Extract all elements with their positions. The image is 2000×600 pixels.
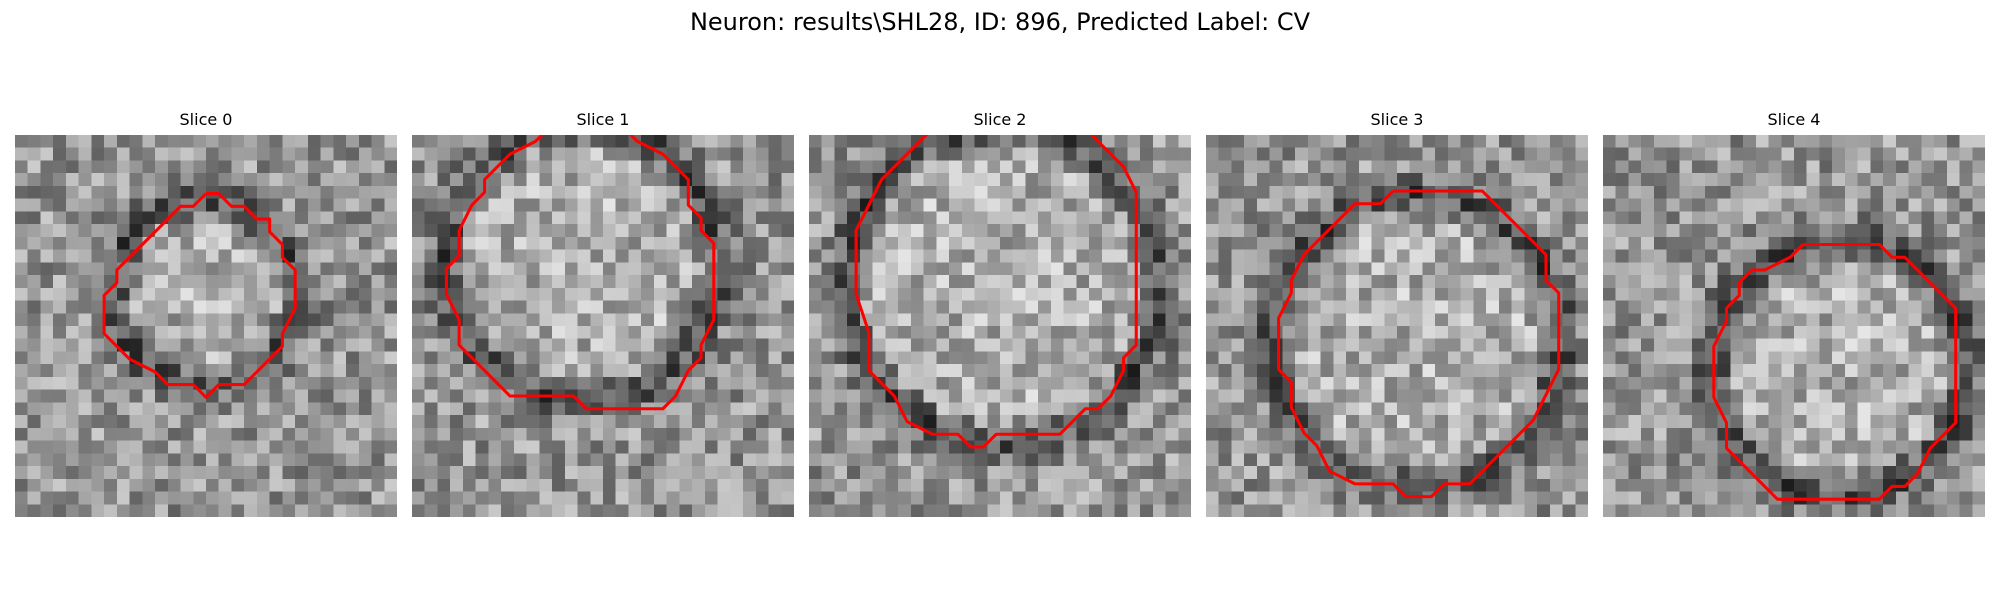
- slice-0-title: Slice 0: [179, 110, 233, 129]
- slice-panel-0: Slice 0: [15, 110, 397, 520]
- slice-3-image: [1206, 135, 1588, 517]
- slice-panel-3: Slice 3: [1206, 110, 1588, 520]
- slice-4-pixels: [1603, 135, 1985, 517]
- slice-4-title: Slice 4: [1767, 110, 1821, 129]
- slice-panel-1: Slice 1: [412, 110, 794, 520]
- slice-2-image: [809, 135, 1191, 517]
- slice-1-pixels: [412, 135, 794, 517]
- slice-2-pixels: [809, 135, 1191, 517]
- slice-0-outline: [102, 192, 297, 399]
- slice-4-outline: [1712, 242, 1958, 501]
- slice-1-outline: [444, 135, 716, 411]
- slice-0-pixels: [15, 135, 397, 517]
- slice-3-pixels: [1206, 135, 1588, 517]
- slice-1-title: Slice 1: [576, 110, 630, 129]
- slice-panel-2: Slice 2: [809, 110, 1191, 520]
- slice-panel-4: Slice 4: [1603, 110, 1985, 520]
- slice-3-outline: [1277, 189, 1561, 499]
- slice-2-title: Slice 2: [973, 110, 1027, 129]
- slice-1-image: [412, 135, 794, 517]
- slice-0-image: [15, 135, 397, 517]
- slice-4-image: [1603, 135, 1985, 517]
- figure-title: Neuron: results\SHL28, ID: 896, Predicte…: [689, 8, 1311, 36]
- slice-3-title: Slice 3: [1370, 110, 1424, 129]
- slice-2-outline: [854, 135, 1138, 449]
